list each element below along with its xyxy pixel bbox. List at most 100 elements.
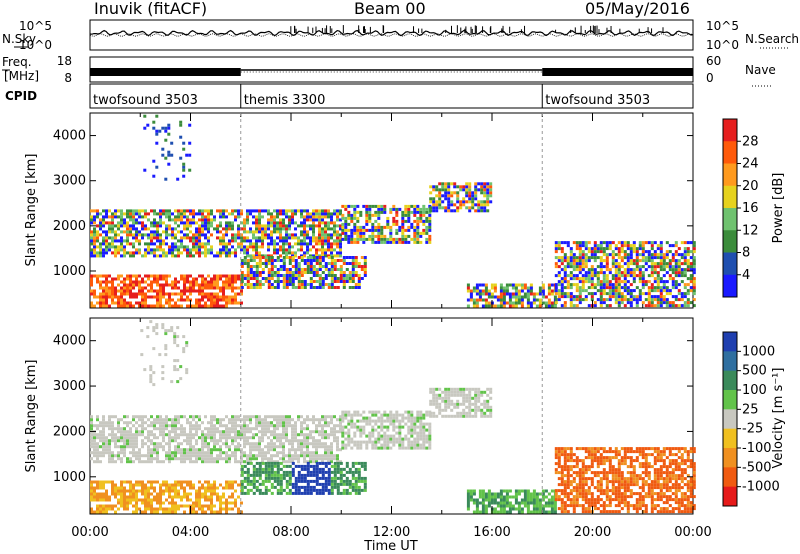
data-cell: [371, 435, 374, 438]
data-cell: [105, 281, 108, 284]
data-cell: [195, 439, 198, 442]
data-cell: [164, 178, 167, 181]
data-cell: [147, 248, 150, 251]
data-cell: [675, 250, 678, 253]
data-cell: [288, 227, 291, 230]
data-cell: [315, 448, 318, 451]
data-cell: [468, 185, 471, 188]
data-cell: [392, 444, 395, 447]
data-cell: [147, 460, 150, 463]
data-cell: [153, 278, 156, 281]
data-cell: [288, 248, 291, 251]
data-cell: [675, 241, 678, 244]
data-cell: [356, 411, 359, 414]
data-cell: [594, 268, 597, 271]
data-cell: [171, 242, 174, 245]
data-cell: [111, 227, 114, 230]
data-cell: [579, 295, 582, 298]
data-cell: [530, 305, 533, 308]
data-cell: [651, 274, 654, 277]
data-cell: [213, 424, 216, 427]
data-cell: [216, 275, 219, 278]
data-cell: [141, 442, 144, 445]
data-cell: [459, 412, 462, 415]
data-cell: [159, 484, 162, 487]
data-cell: [105, 236, 108, 239]
data-cell: [180, 299, 183, 302]
data-cell: [489, 391, 492, 394]
data-cell: [333, 224, 336, 227]
data-cell: [165, 457, 168, 460]
data-cell: [471, 203, 474, 206]
data-cell: [312, 212, 315, 215]
data-cell: [147, 242, 150, 245]
data-cell: [639, 280, 642, 283]
data-cell: [447, 388, 450, 391]
data-cell: [395, 414, 398, 417]
data-cell: [147, 296, 150, 299]
data-cell: [606, 268, 609, 271]
data-cell: [416, 435, 419, 438]
data-cell: [144, 224, 147, 227]
data-cell: [582, 280, 585, 283]
data-cell: [624, 280, 627, 283]
data-cell: [177, 427, 180, 430]
data-cell: [392, 217, 395, 220]
data-cell: [359, 226, 362, 229]
data-cell: [271, 268, 274, 271]
data-cell: [456, 403, 459, 406]
data-cell: [494, 287, 497, 290]
data-cell: [441, 391, 444, 394]
data-cell: [597, 274, 600, 277]
data-cell: [162, 490, 165, 493]
data-cell: [336, 218, 339, 221]
data-cell: [231, 421, 234, 424]
data-cell: [180, 433, 183, 436]
data-cell: [429, 185, 432, 188]
data-cell: [657, 304, 660, 307]
data-cell: [96, 424, 99, 427]
data-cell: [195, 242, 198, 245]
data-cell: [126, 508, 129, 511]
data-cell: [150, 251, 153, 254]
data-cell: [228, 484, 231, 487]
data-cell: [350, 414, 353, 417]
data-cell: [247, 280, 250, 283]
data-cell: [663, 259, 666, 262]
data-cell: [186, 451, 189, 454]
data-cell: [256, 265, 259, 268]
data-cell: [258, 421, 261, 424]
data-cell: [147, 233, 150, 236]
data-cell: [353, 217, 356, 220]
data-cell: [268, 283, 271, 286]
noise-ylabel-top-right: 10^5: [706, 19, 739, 33]
data-cell: [642, 277, 645, 280]
data-cell: [588, 241, 591, 244]
data-cell: [462, 391, 465, 394]
data-cell: [627, 280, 630, 283]
data-cell: [330, 442, 333, 445]
data-cell: [294, 430, 297, 433]
data-cell: [594, 304, 597, 307]
data-cell: [216, 209, 219, 212]
data-cell: [465, 412, 468, 415]
data-cell: [416, 223, 419, 226]
data-cell: [425, 423, 428, 426]
data-cell: [567, 280, 570, 283]
data-cell: [195, 502, 198, 505]
data-cell: [201, 251, 204, 254]
data-cell: [90, 418, 93, 421]
date-title: 05/May/2016: [585, 0, 690, 18]
data-cell: [276, 236, 279, 239]
data-cell: [330, 448, 333, 451]
data-cell: [153, 418, 156, 421]
data-cell: [657, 274, 660, 277]
data-cell: [401, 211, 404, 214]
data-cell: [319, 262, 322, 265]
data-cell: [258, 245, 261, 248]
data-cell: [165, 275, 168, 278]
data-cell: [258, 430, 261, 433]
data-cell: [570, 262, 573, 265]
data-cell: [303, 439, 306, 442]
data-cell: [171, 284, 174, 287]
